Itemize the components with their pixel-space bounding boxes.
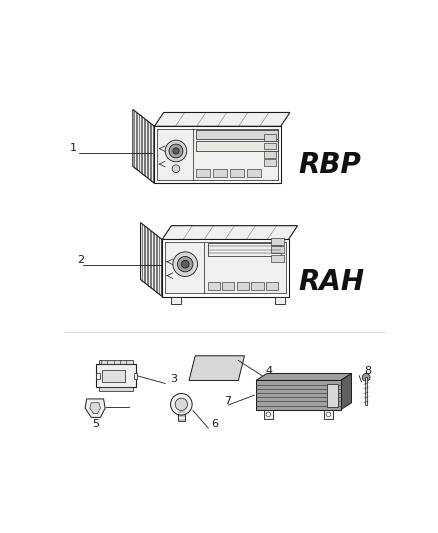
Bar [213, 169, 227, 177]
Bar [96, 364, 136, 387]
Text: 6: 6 [212, 418, 219, 429]
Text: 1: 1 [70, 143, 77, 153]
Text: 8: 8 [364, 366, 371, 376]
Bar [165, 242, 286, 294]
Bar [272, 255, 284, 262]
Text: 2: 2 [78, 255, 85, 265]
Bar [177, 407, 185, 421]
Bar [134, 373, 138, 379]
Polygon shape [189, 356, 244, 381]
Bar [222, 282, 234, 290]
Bar [96, 373, 100, 379]
Text: 5: 5 [92, 418, 99, 429]
Text: 3: 3 [170, 374, 177, 384]
Bar [264, 134, 276, 141]
Text: 4: 4 [265, 366, 272, 376]
Polygon shape [162, 225, 298, 239]
Bar [251, 282, 264, 290]
Bar [230, 169, 244, 177]
Bar [171, 296, 180, 304]
Bar [208, 243, 281, 256]
Circle shape [170, 393, 192, 415]
Bar [237, 282, 249, 290]
Polygon shape [341, 374, 352, 410]
Bar [272, 238, 284, 245]
Bar [196, 141, 279, 151]
Circle shape [173, 252, 198, 277]
Bar [272, 246, 284, 253]
Bar [266, 282, 279, 290]
Circle shape [362, 374, 370, 381]
Circle shape [165, 140, 187, 161]
Bar [264, 159, 276, 166]
Circle shape [177, 256, 193, 272]
Circle shape [175, 398, 187, 410]
Polygon shape [133, 109, 155, 183]
Bar [162, 239, 289, 296]
Bar [256, 381, 341, 410]
Bar [247, 169, 261, 177]
Polygon shape [90, 403, 100, 414]
Bar [264, 151, 276, 158]
Circle shape [169, 144, 183, 158]
Bar [196, 169, 210, 177]
Bar [99, 360, 133, 364]
Polygon shape [141, 223, 162, 296]
Bar [158, 128, 279, 180]
Circle shape [172, 165, 180, 173]
Circle shape [266, 412, 271, 417]
Bar [208, 282, 220, 290]
Bar [264, 410, 273, 419]
Bar [276, 296, 285, 304]
Polygon shape [85, 399, 105, 417]
Bar [264, 142, 276, 149]
Bar [102, 370, 125, 382]
Circle shape [181, 260, 189, 268]
Bar [155, 126, 282, 183]
Text: RBP: RBP [298, 150, 361, 179]
Text: 7: 7 [224, 395, 231, 406]
Bar [365, 377, 367, 405]
Bar [196, 130, 279, 140]
Bar [99, 387, 133, 391]
Polygon shape [155, 112, 290, 126]
Polygon shape [256, 374, 352, 381]
Circle shape [326, 412, 331, 417]
Text: RAH: RAH [298, 268, 364, 296]
Circle shape [173, 148, 179, 154]
Bar [327, 384, 338, 407]
Bar [324, 410, 333, 419]
